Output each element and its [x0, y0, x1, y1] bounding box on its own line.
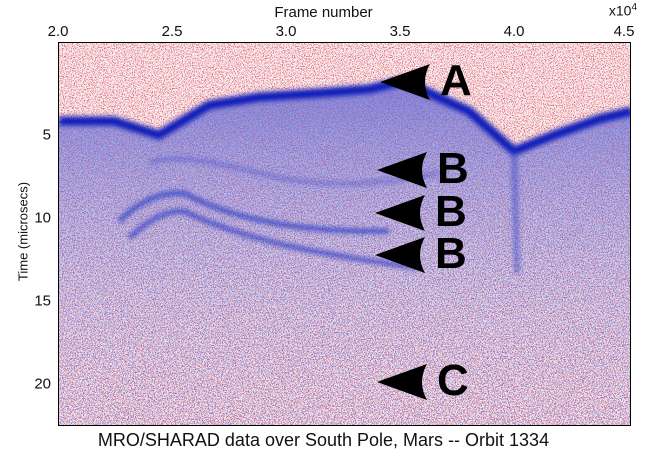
marker-label: B [435, 187, 467, 236]
reflector-layers [59, 76, 630, 274]
marker-label: B [435, 229, 467, 278]
left-tick-label: 10 [34, 209, 51, 227]
top-tick-label: 3.0 [275, 23, 297, 40]
top-tick-label: 4.5 [613, 23, 635, 40]
marker-label: B [437, 144, 469, 193]
arrow-left-icon [375, 195, 425, 231]
top-tick-label: 3.5 [389, 23, 411, 40]
radargram-image [58, 42, 631, 426]
subsurface-reflector [117, 190, 390, 234]
left-tick-label: 5 [42, 126, 51, 144]
radargram-svg [59, 43, 630, 425]
arrow-left-icon [375, 237, 425, 273]
subsurface-reflector [148, 157, 440, 186]
top-tick-label: 2.5 [161, 23, 183, 40]
marker-label: A [440, 56, 472, 105]
marker-label: C [437, 356, 469, 405]
arrow-left-icon [377, 152, 427, 188]
arrow-left-icon [377, 364, 427, 400]
arrow-left-icon [380, 64, 430, 100]
left-tick-label: 20 [34, 375, 51, 393]
top-tick-label: 4.0 [503, 23, 525, 40]
axis-multiplier: x104 [608, 2, 637, 19]
figure-caption: MRO/SHARAD data over South Pole, Mars --… [97, 430, 550, 450]
top-axis-title: Frame number [274, 4, 373, 21]
subsurface-reflector [127, 208, 420, 271]
left-axis-title: Time (microsecs) [15, 181, 31, 282]
left-tick-label: 15 [34, 292, 51, 310]
surface-reflector [59, 76, 630, 157]
top-tick-label: 2.0 [47, 23, 69, 40]
